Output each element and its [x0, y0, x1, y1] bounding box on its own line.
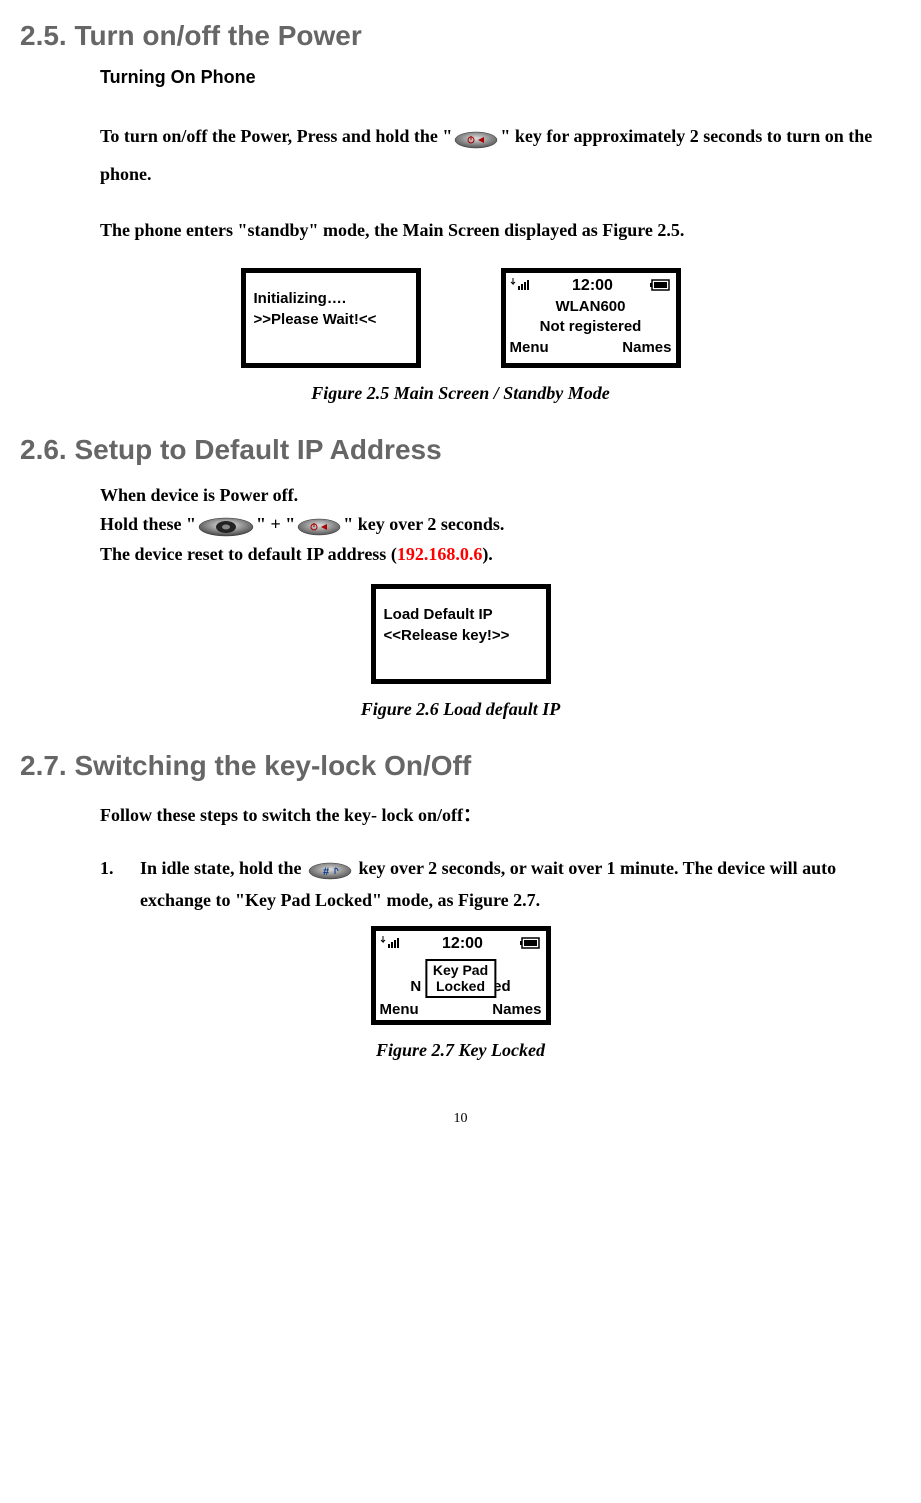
section-heading-2-6: 2.6. Setup to Default IP Address: [20, 434, 901, 466]
load-line2: <<Release key!>>: [384, 625, 538, 646]
hash-key-icon: #: [306, 854, 354, 885]
text: In idle state, hold the: [140, 858, 306, 878]
sec26-line3: The device reset to default IP address (…: [100, 540, 901, 569]
popup-line2: Locked: [433, 978, 488, 995]
sec26-lines: When device is Power off. Hold these " " …: [100, 481, 901, 569]
softkeys: Menu Names: [510, 339, 672, 356]
softkey-names: Names: [622, 339, 671, 356]
text: " key over 2 seconds.: [343, 514, 504, 534]
init-line1: Initializing….: [254, 288, 408, 309]
standby-line1: WLAN600: [510, 297, 672, 317]
status-bar: 12:00: [510, 277, 672, 295]
load-line1: Load Default IP: [384, 604, 538, 625]
power-key-icon: [452, 120, 500, 156]
signal-icon: [380, 935, 406, 952]
softkey-menu: Menu: [510, 339, 549, 356]
power-key-icon: [295, 511, 343, 540]
init-line2: >>Please Wait!<<: [254, 309, 408, 330]
status-bar: 12:00: [380, 935, 542, 953]
figure-2-6-screen: Load Default IP <<Release key!>>: [20, 584, 901, 684]
subheading-turning-on: Turning On Phone: [100, 67, 901, 88]
sec26-line2: Hold these " " + " " key over 2 seconds.: [100, 510, 901, 540]
figure-2-5-screens: Initializing…. >>Please Wait!<< 12:00 WL…: [20, 268, 901, 368]
screen-load-default: Load Default IP <<Release key!>>: [371, 584, 551, 684]
battery-icon: [520, 936, 542, 952]
text: Hold these ": [100, 514, 196, 534]
text: " + ": [256, 514, 295, 534]
para-power-instruction: To turn on/off the Power, Press and hold…: [100, 118, 901, 192]
text: ).: [482, 544, 493, 564]
keypad-locked-popup: Key Pad Locked: [425, 959, 496, 999]
screen-keypad-locked: 12:00 WLAN600 Ned Key Pad Locked Menu Na…: [371, 926, 551, 1026]
time-display: 12:00: [406, 935, 520, 953]
battery-icon: [650, 278, 672, 294]
signal-icon: [510, 277, 536, 294]
section-heading-2-7: 2.7. Switching the key-lock On/Off: [20, 750, 901, 782]
screen-initializing: Initializing…. >>Please Wait!<<: [241, 268, 421, 368]
softkey-menu: Menu: [380, 1001, 419, 1018]
page-number: 10: [20, 1111, 901, 1127]
list-content: In idle state, hold the # key over 2 sec…: [140, 853, 901, 916]
softkeys: Menu Names: [380, 1001, 542, 1018]
section-heading-2-5: 2.5. Turn on/off the Power: [20, 20, 901, 52]
list-number: 1.: [100, 853, 140, 916]
para-standby: The phone enters "standby" mode, the Mai…: [100, 212, 901, 248]
softkey-names: Names: [492, 1001, 541, 1018]
svg-text:#: #: [323, 866, 329, 878]
figure-2-6-caption: Figure 2.6 Load default IP: [20, 699, 901, 720]
figure-2-5-caption: Figure 2.5 Main Screen / Standby Mode: [20, 383, 901, 404]
time-display: 12:00: [536, 277, 650, 295]
figure-2-7-caption: Figure 2.7 Key Locked: [20, 1040, 901, 1061]
text: The device reset to default IP address (: [100, 544, 397, 564]
sec26-line1: When device is Power off.: [100, 481, 901, 510]
screen-standby: 12:00 WLAN600 Not registered Menu Names: [501, 268, 681, 368]
ip-address: 192.168.0.6: [397, 544, 483, 564]
nav-key-icon: [196, 511, 256, 540]
standby-line2: Not registered: [510, 317, 672, 337]
sec27-item1: 1. In idle state, hold the # key over 2 …: [100, 853, 901, 916]
figure-2-7-screen: 12:00 WLAN600 Ned Key Pad Locked Menu Na…: [20, 926, 901, 1026]
text: To turn on/off the Power, Press and hold…: [100, 126, 452, 146]
popup-line1: Key Pad: [433, 962, 488, 979]
sec27-intro: Follow these steps to switch the key- lo…: [100, 797, 901, 833]
behind-left: N: [410, 978, 421, 995]
